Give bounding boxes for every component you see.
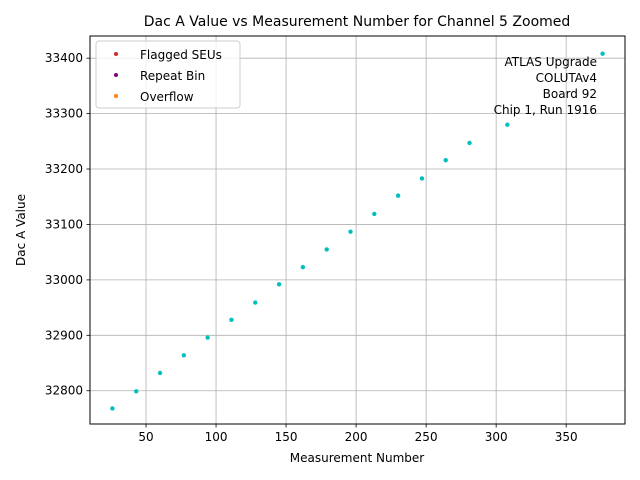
y-tick-label: 32900 <box>45 328 83 342</box>
x-tick-label: 350 <box>555 430 578 444</box>
data-point <box>276 282 282 287</box>
x-tick-label: 200 <box>345 430 368 444</box>
data-point <box>372 211 377 217</box>
x-tick-label: 250 <box>415 430 438 444</box>
data-point <box>253 300 258 305</box>
x-tick-label: 50 <box>138 430 153 444</box>
y-tick-label: 33200 <box>45 162 83 176</box>
legend-box <box>95 40 241 109</box>
legend-marker <box>114 73 118 77</box>
data-points <box>110 51 605 411</box>
legend: Flagged SEUs Repeat Bin Overflow <box>95 40 241 109</box>
legend-marker <box>114 94 118 98</box>
data-point <box>300 264 306 270</box>
data-point <box>205 335 210 340</box>
y-tick-label: 33400 <box>45 51 83 65</box>
y-tick-label: 33100 <box>45 217 83 231</box>
legend-label: Repeat Bin <box>140 69 205 83</box>
legend-label: Flagged SEUs <box>140 48 222 62</box>
y-axis-label: Dac A Value <box>14 194 28 266</box>
x-axis-ticks: 50 100 150 200 250 300 350 <box>138 424 578 444</box>
x-axis-label: Measurement Number <box>290 451 424 465</box>
legend-label: Overflow <box>140 90 194 104</box>
legend-entries: Flagged SEUs Repeat Bin Overflow <box>114 48 222 104</box>
data-point <box>229 317 234 322</box>
annotation-line: Chip 1, Run 1916 <box>494 103 597 117</box>
data-point <box>419 176 425 181</box>
data-point <box>181 353 187 358</box>
data-point <box>348 229 353 234</box>
data-point <box>467 140 472 146</box>
x-tick-label: 150 <box>275 430 298 444</box>
grid-lines <box>90 36 625 424</box>
y-tick-label: 33300 <box>45 107 83 121</box>
data-point <box>110 406 115 411</box>
y-tick-label: 33000 <box>45 273 83 287</box>
legend-marker <box>114 52 118 56</box>
annotation-line: Board 92 <box>543 87 597 101</box>
data-point <box>505 122 510 127</box>
plot-frame <box>89 35 626 425</box>
x-tick-label: 300 <box>485 430 508 444</box>
x-tick-label: 100 <box>205 430 228 444</box>
chart-title: Dac A Value vs Measurement Number for Ch… <box>144 14 571 30</box>
annotation-line: COLUTAv4 <box>536 71 597 85</box>
data-point <box>134 389 139 394</box>
data-point <box>600 51 605 56</box>
chart-annotation: ATLAS Upgrade COLUTAv4 Board 92 Chip 1, Run… <box>494 55 597 117</box>
data-point <box>443 157 448 163</box>
y-tick-label: 32800 <box>45 384 83 398</box>
annotation-line: ATLAS Upgrade <box>504 55 597 69</box>
data-point <box>395 193 401 198</box>
y-axis-ticks: 32800 32900 33000 33100 33200 33300 33400 <box>45 51 90 398</box>
data-point <box>157 370 163 376</box>
data-point <box>324 247 329 252</box>
